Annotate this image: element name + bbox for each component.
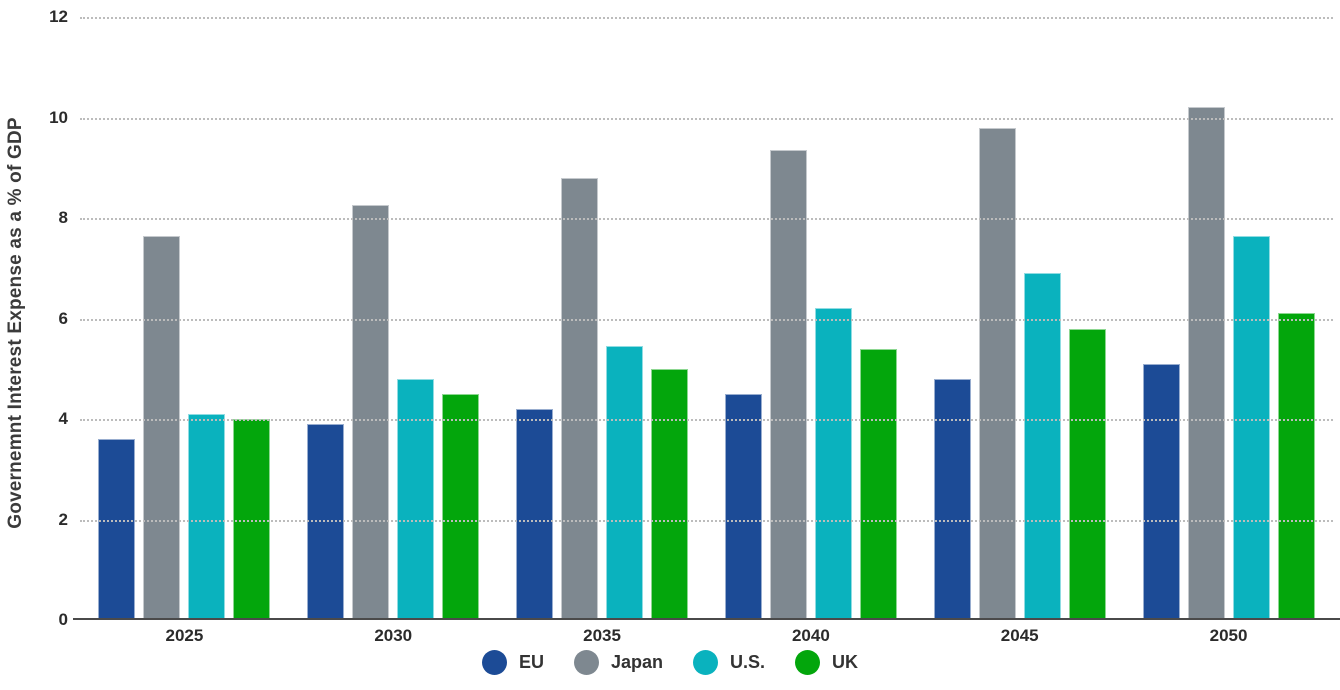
bar-group-2035 <box>516 17 689 620</box>
x-axis-labels: 2025 2030 2035 2040 2045 2050 <box>80 626 1333 646</box>
bar-eu-2030[interactable] <box>307 424 345 620</box>
x-tick-label-2025: 2025 <box>165 626 204 645</box>
x-tick-label-2030: 2030 <box>374 626 413 645</box>
bar-uk-2050[interactable] <box>1277 313 1315 620</box>
y-tick-label-0: 0 <box>58 610 68 629</box>
legend-label: EU <box>518 652 544 672</box>
bar-us-2040[interactable] <box>814 308 852 620</box>
plot-area <box>80 17 1333 620</box>
bar-japan-2025[interactable] <box>143 235 181 620</box>
legend-label: UK <box>832 652 859 672</box>
bar-us-2035[interactable] <box>606 346 644 620</box>
bar-japan-2030[interactable] <box>352 205 390 620</box>
gridline-y4 <box>80 419 1333 421</box>
legend-marker-circle-icon <box>481 650 507 675</box>
y-tick-label-6: 6 <box>58 308 68 328</box>
y-tick-label-8: 8 <box>58 208 68 227</box>
y-tick-label-12: 12 <box>49 7 68 26</box>
legend-item-eu[interactable]: EU <box>481 650 544 675</box>
y-tick-label-4: 4 <box>58 409 68 428</box>
legend-item-japan[interactable]: Japan <box>573 650 664 675</box>
bar-japan-2045[interactable] <box>978 127 1016 620</box>
gridline-y10 <box>80 117 1333 120</box>
bar-group-2040 <box>724 17 897 620</box>
legend-marker-circle-icon <box>795 650 821 675</box>
bar-japan-2035[interactable] <box>561 177 599 620</box>
legend-label: Japan <box>610 652 664 672</box>
bar-japan-2050[interactable] <box>1187 107 1225 620</box>
gridline-y12 <box>80 17 1333 19</box>
y-tick-label-10: 10 <box>49 107 68 127</box>
legend-item-us[interactable]: U.S. <box>693 650 765 675</box>
bar-us-2025[interactable] <box>188 413 226 620</box>
legend-label: U.S. <box>730 652 766 672</box>
bar-eu-2050[interactable] <box>1142 363 1180 620</box>
bar-japan-2040[interactable] <box>769 150 807 620</box>
gridline-y6 <box>80 318 1333 321</box>
bar-eu-2035[interactable] <box>516 408 554 620</box>
bar-uk-2030[interactable] <box>442 393 480 620</box>
y-tick-label-2: 2 <box>58 509 68 529</box>
legend: EU Japan U.S. UK <box>0 650 1340 675</box>
bar-group-2050 <box>1142 17 1315 620</box>
x-tick-label-2035: 2035 <box>583 626 621 645</box>
bar-eu-2040[interactable] <box>724 393 762 620</box>
gridline-y8 <box>80 218 1333 220</box>
gridline-y2 <box>80 519 1333 522</box>
bar-uk-2040[interactable] <box>859 348 897 620</box>
x-axis-line <box>73 618 1340 620</box>
bar-us-2050[interactable] <box>1232 235 1270 620</box>
bar-us-2045[interactable] <box>1023 273 1061 620</box>
bar-eu-2025[interactable] <box>98 439 136 620</box>
legend-marker-circle-icon <box>573 650 599 675</box>
bar-eu-2045[interactable] <box>933 378 971 620</box>
bar-uk-2045[interactable] <box>1068 328 1106 620</box>
legend-marker-circle-icon <box>693 650 719 675</box>
x-tick-label-2050: 2050 <box>1209 626 1248 645</box>
x-tick-label-2045: 2045 <box>1000 626 1039 645</box>
bar-us-2030[interactable] <box>397 378 435 620</box>
bar-uk-2035[interactable] <box>651 368 689 620</box>
legend-item-uk[interactable]: UK <box>795 650 858 675</box>
x-tick-label-2040: 2040 <box>791 626 830 645</box>
